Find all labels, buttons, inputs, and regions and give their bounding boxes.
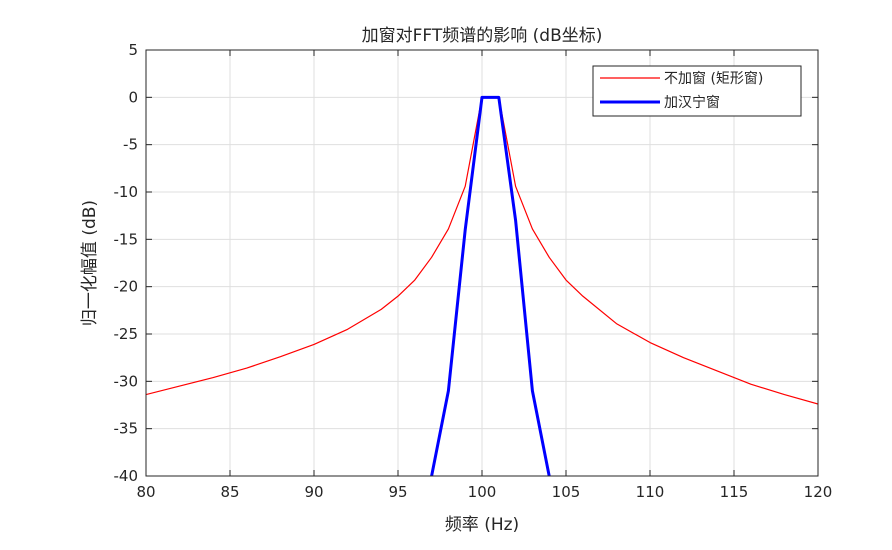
y-tick-label: 5: [128, 41, 138, 59]
y-tick-label: -40: [114, 467, 139, 485]
y-tick-label: -10: [114, 183, 139, 201]
y-tick-label: -30: [114, 372, 139, 390]
ticks: 80 85 90 95 100 105 110 115 120 5 0 -5 -10 -15 -20 -25 -…: [114, 41, 833, 501]
x-tick-label: 100: [468, 483, 497, 501]
legend-label-hanning: 加汉宁窗: [664, 94, 720, 111]
y-tick-label: -5: [123, 136, 138, 154]
y-tick-label: -15: [114, 230, 139, 248]
x-tick-label: 110: [636, 483, 665, 501]
chart-title: 加窗对FFT频谱的影响 (dB坐标): [362, 26, 603, 46]
y-tick-label: -25: [114, 325, 139, 343]
x-tick-label: 120: [804, 483, 833, 501]
x-tick-label: 115: [720, 483, 749, 501]
legend-label-rectangular: 不加窗 (矩形窗): [664, 70, 763, 87]
y-tick-label: 0: [128, 88, 138, 106]
x-tick-label: 95: [388, 483, 407, 501]
x-axis-label: 频率 (Hz): [445, 515, 519, 535]
x-tick-label: 90: [304, 483, 323, 501]
legend: 不加窗 (矩形窗) 加汉宁窗: [592, 65, 802, 117]
series-layer: [146, 95, 818, 476]
y-axis-label: 归一化幅值 (dB): [80, 200, 100, 326]
x-tick-label: 105: [552, 483, 581, 501]
series-hanning-window: [430, 95, 551, 476]
legend-box: [592, 65, 802, 117]
y-tick-label: -35: [114, 420, 139, 438]
y-tick-label: -20: [114, 278, 139, 296]
x-tick-label: 85: [220, 483, 239, 501]
x-tick-label: 80: [136, 483, 155, 501]
